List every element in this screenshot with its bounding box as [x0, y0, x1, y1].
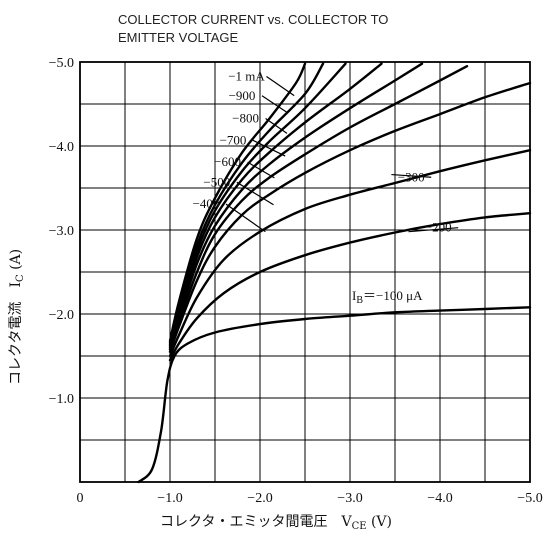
- leader-line: [391, 173, 432, 178]
- curve-line: [137, 306, 532, 484]
- x-axis-label: コレクタ・エミッタ間電圧 VCE (V): [160, 514, 392, 532]
- y-axis-label-unit: (A): [8, 249, 24, 274]
- leader-line: [265, 117, 288, 134]
- y-tick-label: −2.0: [49, 308, 74, 323]
- y-tick-label: −3.0: [49, 224, 74, 239]
- curve-line: [168, 62, 383, 348]
- y-axis-label: コレクタ電流 IC (A): [8, 249, 26, 385]
- leader-line: [261, 95, 288, 113]
- curve-line: [168, 62, 424, 349]
- tick-labels: 0 −1.0 −2.0 −3.0 −4.0 −5.0 −1.0 −2.0 −3.0 −4.0 −5.…: [49, 56, 543, 506]
- x-tick-label: 0: [77, 491, 84, 506]
- plot-frame: [79, 61, 531, 483]
- curve-label: −1 mA: [228, 68, 265, 83]
- ib-label-sub: B: [356, 295, 363, 306]
- chart-title-line2: EMITTER VOLTAGE: [118, 30, 238, 45]
- x-axis-label-text: コレクタ・エミッタ間電圧 VCE (V): [160, 514, 392, 532]
- ib-label-i: I: [352, 288, 356, 303]
- leader-line: [266, 75, 295, 97]
- leader-line: [408, 227, 459, 233]
- curve-line: [168, 212, 532, 362]
- curve-label: −200: [425, 220, 452, 235]
- chart-title: COLLECTOR CURRENT vs. COLLECTOR TO EMITT…: [118, 12, 388, 45]
- curve-label: −600: [214, 154, 241, 169]
- ib-label-text: IB＝−100 μA: [352, 288, 423, 306]
- curve-label: −500: [203, 174, 230, 189]
- y-tick-label: −4.0: [49, 140, 74, 155]
- x-tick-label: −4.0: [427, 491, 452, 506]
- ib-label: IB＝−100 μA: [352, 288, 423, 306]
- x-tick-label: −5.0: [517, 491, 542, 506]
- curve-line: [168, 149, 532, 358]
- curve-line: [168, 62, 307, 343]
- x-axis-label-unit: (V): [367, 514, 392, 530]
- ib-label-rest: ＝−100 μA: [363, 288, 423, 303]
- curve-label: −900: [229, 88, 256, 103]
- curve-label: −300: [398, 169, 425, 184]
- curves: [137, 62, 532, 484]
- chart-title-line1: COLLECTOR CURRENT vs. COLLECTOR TO: [118, 12, 388, 27]
- leader-line: [225, 203, 266, 233]
- curve-line: [168, 81, 532, 353]
- x-tick-label: −3.0: [337, 491, 362, 506]
- y-axis-label-sub: C: [15, 274, 26, 282]
- x-tick-label: −1.0: [157, 491, 182, 506]
- leader-line: [252, 139, 286, 157]
- curve-label: −800: [232, 110, 259, 125]
- curve-label: −400: [193, 196, 220, 211]
- x-axis-label-main: コレクタ・エミッタ間電圧 V: [160, 514, 352, 530]
- curve-labels: −1 mA −900 −800 −700 −600 −500 −400 −300 −200: [193, 68, 459, 235]
- x-tick-label: −2.0: [247, 491, 272, 506]
- y-tick-label: −5.0: [49, 56, 74, 71]
- leader-line: [247, 161, 275, 179]
- curve-label: −700: [220, 132, 247, 147]
- y-axis-label-text: コレクタ電流 IC (A): [8, 249, 26, 385]
- leader-line: [236, 181, 274, 206]
- x-axis-label-sub: CE: [352, 521, 367, 532]
- grid: [80, 62, 530, 482]
- y-axis-label-main: コレクタ電流 I: [8, 282, 24, 385]
- y-tick-label: −1.0: [49, 392, 74, 407]
- curve-line: [168, 65, 469, 351]
